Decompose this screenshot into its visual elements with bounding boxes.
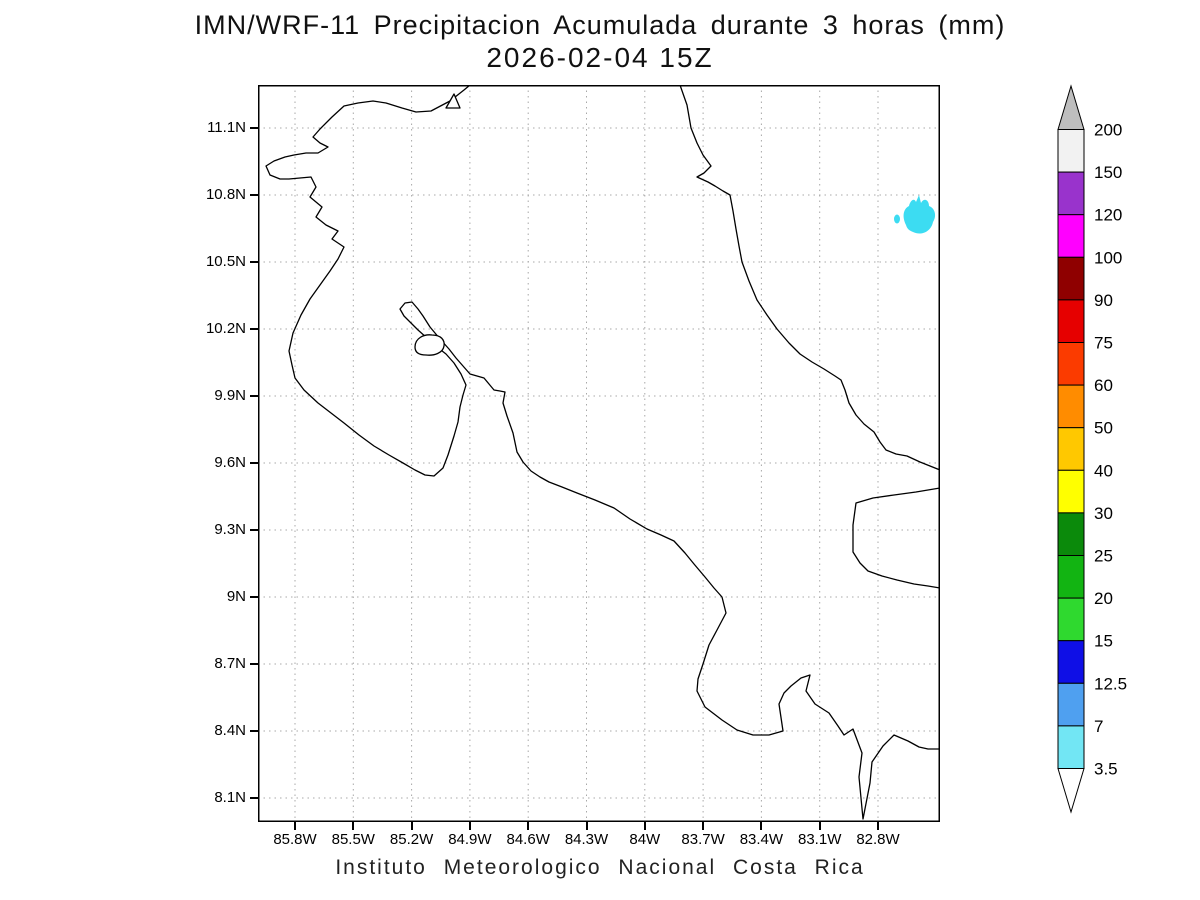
lat-tick — [250, 462, 258, 464]
lat-label: 9.3N — [214, 521, 246, 538]
colorbar-label: 20 — [1094, 589, 1113, 608]
caribbean-coastline — [679, 84, 941, 471]
graticule — [258, 85, 940, 822]
lat-tick — [250, 194, 258, 196]
lon-tick — [877, 822, 879, 830]
colorbar-box — [1057, 512, 1085, 556]
lon-tick — [702, 822, 705, 830]
colorbar-label: 7 — [1094, 717, 1103, 736]
colorbar-box — [1057, 256, 1085, 301]
lat-label: 9.6N — [214, 454, 246, 471]
colorbar-label: 60 — [1094, 376, 1113, 395]
colorbar-box — [1057, 299, 1085, 343]
lon-tick — [585, 822, 588, 830]
colorbar-above-max-triangle — [1057, 84, 1085, 130]
footer-institution: Instituto Meteorologico Nacional Costa R… — [335, 856, 865, 879]
lat-label: 10.2N — [205, 320, 246, 337]
colorbar-box — [1057, 384, 1085, 429]
lat-tick — [250, 730, 258, 732]
lon-label: 85.5W — [331, 831, 375, 848]
map-svg — [258, 84, 941, 822]
colorbar-label: 12.5 — [1094, 674, 1127, 693]
lat-label: 9.9N — [214, 387, 246, 404]
colorbar-label: 90 — [1094, 291, 1113, 310]
lat-label: 8.4N — [214, 722, 246, 739]
plot-subtitle-datetime: 2026-02-04 15Z — [486, 42, 714, 73]
lat-label: 9N — [226, 588, 246, 605]
colorbar-svg: 200 150 120 100 90 75 60 50 40 30 25 20 15 12.5 7 3.5 — [1057, 84, 1127, 814]
lat-tick — [250, 596, 258, 598]
colorbar-box — [1057, 469, 1085, 514]
lon-tick — [352, 822, 355, 830]
precip-patch-small — [894, 214, 900, 224]
lat-tick — [250, 261, 258, 263]
lat-tick — [250, 127, 258, 129]
colorbar: 200 150 120 100 90 75 60 50 40 30 25 20 15 12.5 7 3.5 — [1050, 80, 1180, 825]
pacific-north-coastline — [265, 84, 941, 820]
colorbar-label: 15 — [1094, 632, 1113, 651]
isla-chira-outline — [414, 334, 445, 356]
lon-label: 83.1W — [798, 831, 842, 848]
lon-label: 85.2W — [389, 831, 434, 848]
colorbar-label: 150 — [1094, 163, 1122, 182]
lon-label: 83.4W — [739, 831, 784, 848]
plot-frame — [258, 85, 940, 822]
colorbar-label: 50 — [1094, 419, 1113, 438]
plot-title: IMN/WRF-11 Precipitacion Acumulada duran… — [194, 10, 1006, 40]
lon-label: 84W — [629, 831, 661, 848]
colorbar-label: 3.5 — [1094, 760, 1118, 779]
lon-label: 84.6W — [506, 831, 550, 848]
colorbar-label: 40 — [1094, 461, 1113, 480]
lon-label: 82.8W — [856, 831, 900, 848]
coastlines — [265, 84, 941, 820]
lat-tick — [250, 529, 258, 531]
colorbar-box — [1057, 129, 1085, 173]
lon-tick — [760, 822, 763, 830]
lon-tick — [468, 822, 471, 830]
lat-label: 10.5N — [205, 253, 246, 270]
colorbar-box — [1057, 342, 1085, 386]
lake-island-outline — [445, 93, 461, 109]
colorbar-label: 25 — [1094, 547, 1113, 566]
chiriqui-lagoon-coastline — [852, 487, 941, 589]
lat-label: 8.7N — [214, 655, 246, 672]
colorbar-box — [1057, 725, 1085, 770]
colorbar-box — [1057, 171, 1085, 216]
lat-label: 8.1N — [214, 789, 246, 806]
lon-tick — [818, 822, 821, 830]
colorbar-label: 200 — [1094, 121, 1122, 140]
lon-label: 83.7W — [681, 831, 725, 848]
colorbar-label: 30 — [1094, 504, 1113, 523]
colorbar-label: 100 — [1094, 248, 1122, 267]
lon-label: 84.9W — [448, 831, 492, 848]
lat-tick — [250, 797, 258, 799]
lon-tick — [294, 822, 296, 830]
lon-label: 84.3W — [564, 831, 609, 848]
colorbar-below-min-triangle — [1057, 768, 1085, 814]
colorbar-box — [1057, 640, 1085, 684]
colorbar-box — [1057, 427, 1085, 471]
map-plot-area — [258, 84, 941, 822]
lon-tick — [410, 822, 413, 830]
colorbar-box — [1057, 597, 1085, 642]
lat-tick — [250, 395, 258, 397]
lat-label: 11.1N — [207, 119, 246, 136]
lon-label: 85.8W — [273, 831, 317, 848]
colorbar-box — [1057, 682, 1085, 727]
lat-tick — [250, 663, 258, 665]
lat-label: 10.8N — [205, 186, 246, 203]
colorbar-label: 120 — [1094, 206, 1122, 225]
lon-tick — [643, 822, 646, 830]
precip-patch-group — [894, 195, 936, 234]
colorbar-box — [1057, 555, 1085, 599]
precip-patch — [903, 195, 936, 234]
lat-tick — [250, 328, 258, 330]
lon-tick — [527, 822, 530, 830]
colorbar-label: 75 — [1094, 334, 1113, 353]
colorbar-box — [1057, 214, 1085, 258]
